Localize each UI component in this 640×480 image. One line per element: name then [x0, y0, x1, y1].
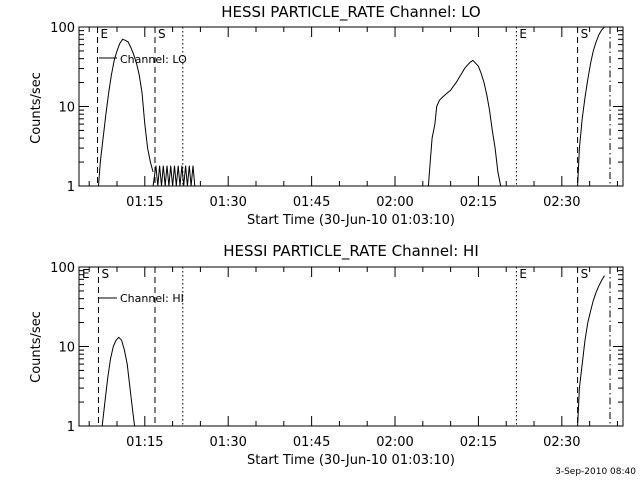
x-tick-label: 02:15: [460, 195, 497, 210]
x-tick-label: 01:30: [209, 195, 246, 210]
event-marker-label: S: [581, 267, 589, 281]
y-axis-label: Counts/sec: [29, 311, 44, 383]
event-marker-label: E: [519, 27, 527, 41]
event-marker-label: E: [101, 27, 109, 41]
footer-timestamp: 3-Sep-2010 08:40: [555, 467, 636, 477]
series-line: [98, 38, 154, 187]
y-tick-label: 100: [50, 21, 75, 36]
event-marker-label: S: [581, 27, 589, 41]
x-tick-label: 01:45: [293, 435, 330, 450]
legend-label: Channel: HI: [120, 292, 184, 305]
series-line: [577, 26, 605, 187]
y-tick-label: 10: [58, 101, 75, 116]
event-marker-label: S: [158, 27, 166, 41]
legend-label: Channel: LO: [120, 53, 187, 66]
y-tick-label: 1: [67, 420, 75, 435]
x-axis-label: Start Time (30-Jun-10 01:03:10): [247, 453, 455, 468]
x-tick-label: 02:00: [376, 435, 413, 450]
panel-hi: HESSI PARTICLE_RATE Channel: HI Start Ti…: [29, 242, 624, 468]
x-tick-label: 01:15: [126, 435, 163, 450]
x-tick-label: 02:00: [376, 195, 413, 210]
x-tick-label: 01:30: [209, 435, 246, 450]
x-tick-label: 02:15: [460, 435, 497, 450]
series-line: [427, 59, 502, 187]
chart-title: HESSI PARTICLE_RATE Channel: HI: [223, 242, 479, 261]
y-tick-label: 1: [67, 180, 75, 195]
y-axis-label: Counts/sec: [29, 72, 44, 144]
x-tick-label: 02:30: [543, 195, 580, 210]
event-marker-label: E: [82, 267, 90, 281]
plot-frame: [78, 266, 624, 427]
panel-lo: HESSI PARTICLE_RATE Channel: LO Start Ti…: [29, 3, 624, 228]
event-marker-label: S: [101, 267, 109, 281]
chart-title: HESSI PARTICLE_RATE Channel: LO: [221, 3, 480, 22]
x-tick-label: 01:45: [293, 195, 330, 210]
series-line: [152, 165, 196, 187]
x-tick-label: 01:15: [126, 195, 163, 210]
y-tick-label: 10: [58, 341, 75, 356]
plot-frame: [78, 26, 624, 187]
series-line: [101, 336, 136, 427]
x-tick-label: 02:30: [543, 435, 580, 450]
series-line: [577, 275, 605, 427]
event-marker-label: E: [519, 267, 527, 281]
y-tick-label: 100: [50, 261, 75, 276]
x-axis-label: Start Time (30-Jun-10 01:03:10): [247, 213, 455, 228]
